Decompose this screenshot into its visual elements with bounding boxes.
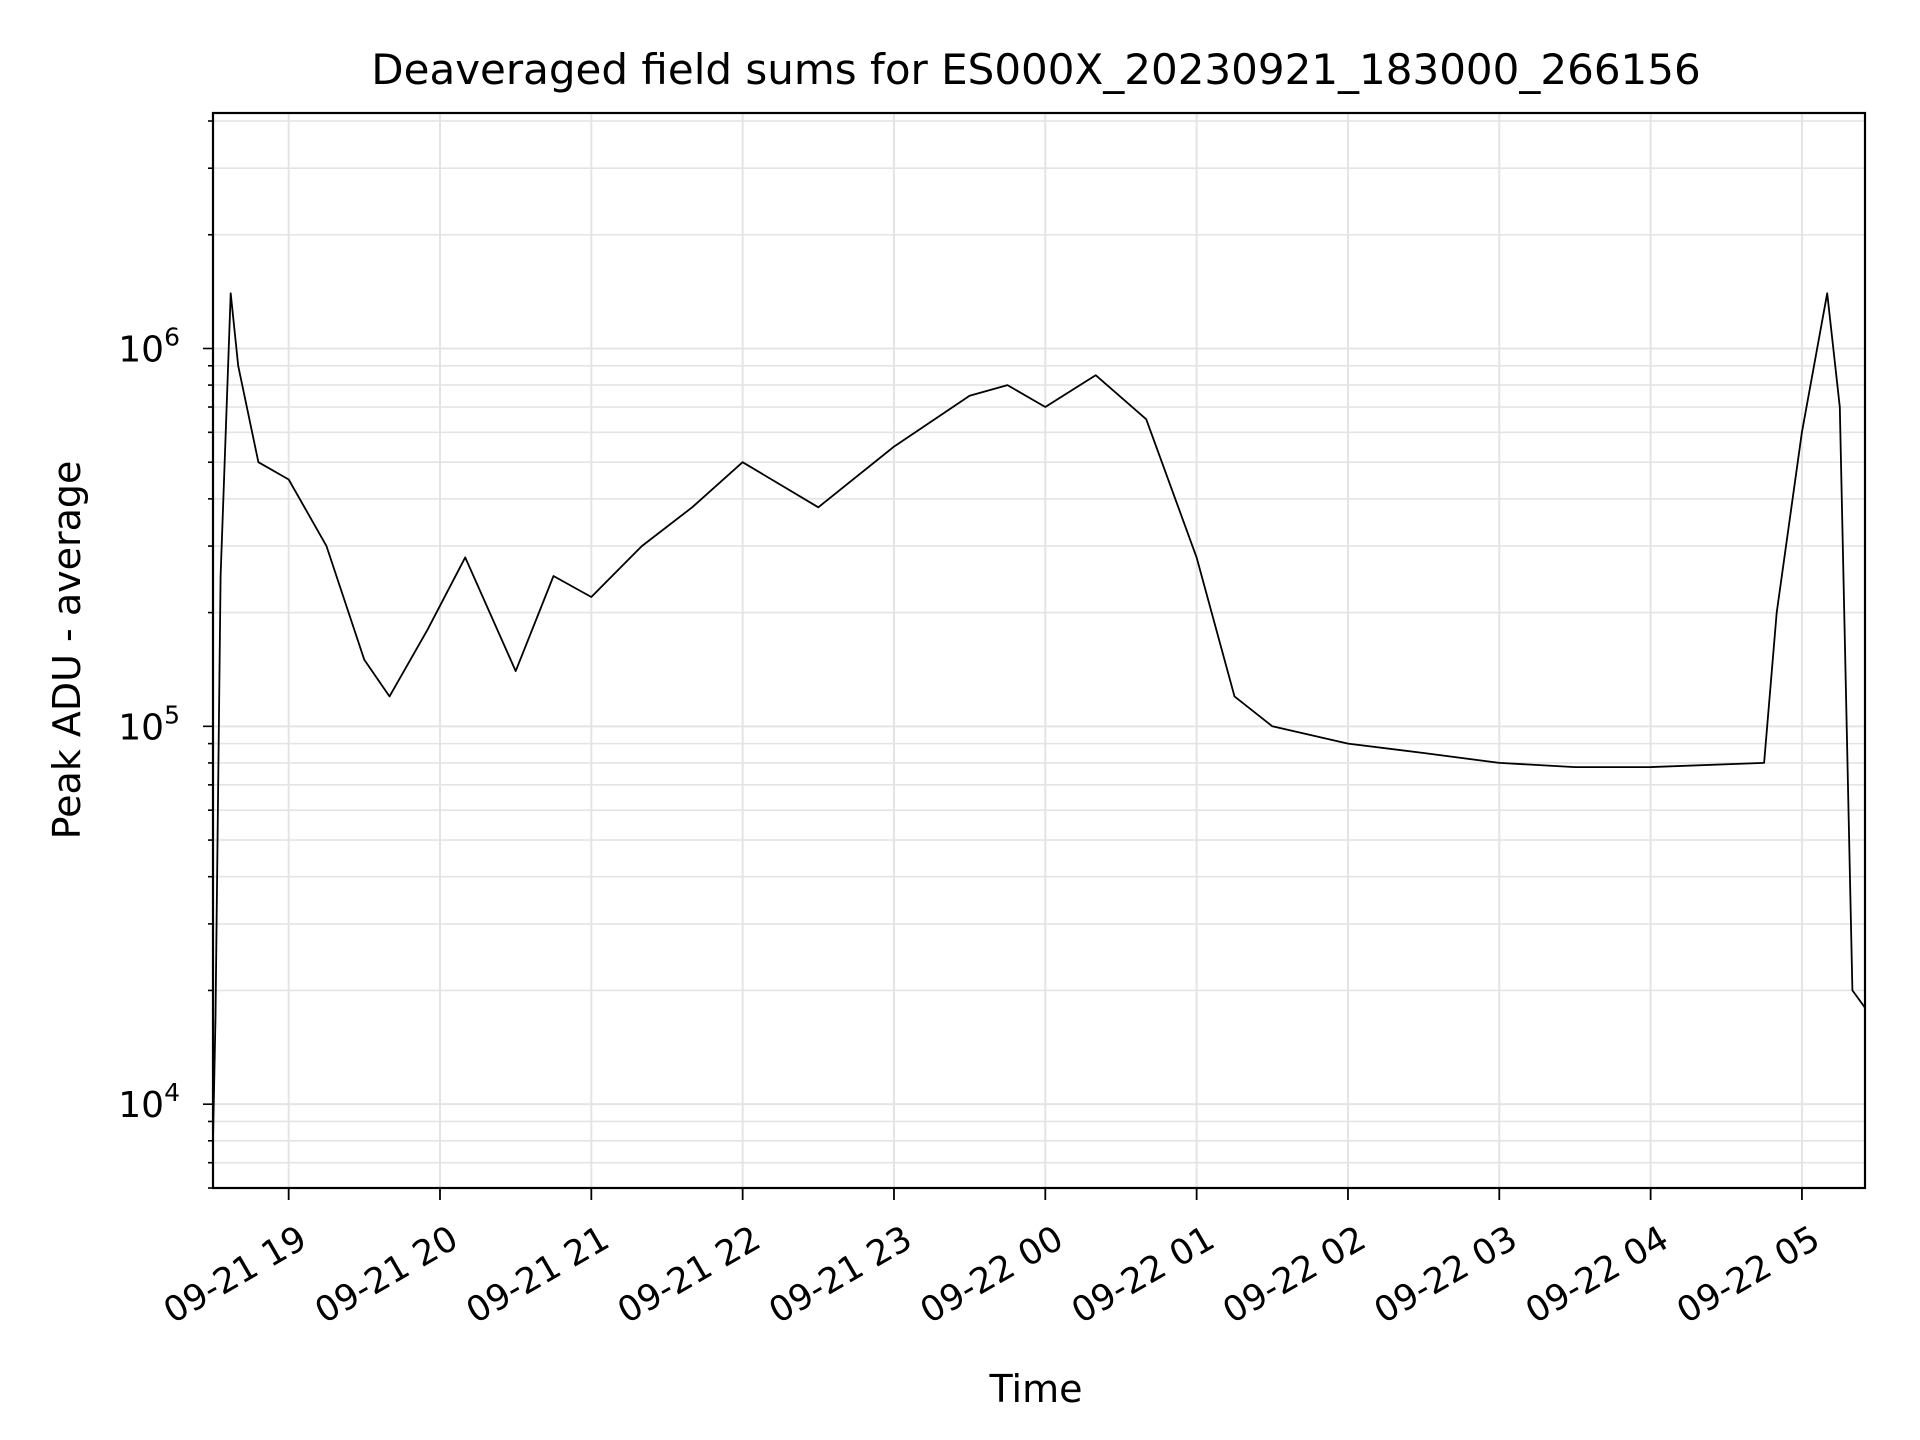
chart-title: Deaveraged field sums for ES000X_2023092… [371, 45, 1700, 94]
series-line [212, 292, 1866, 1141]
y-tick-label: 106 [118, 322, 180, 370]
plot-frame [211, 111, 1867, 1190]
y-axis-label: Peak ADU - average [45, 461, 89, 840]
y-axis: 104 105 106 [118, 120, 213, 1189]
y-tick-label: 104 [118, 1078, 180, 1126]
x-axis-label: Time [989, 1367, 1083, 1411]
series-layer [212, 292, 1866, 1141]
grid-lines [213, 113, 1865, 1189]
y-tick-label: 105 [118, 700, 180, 748]
